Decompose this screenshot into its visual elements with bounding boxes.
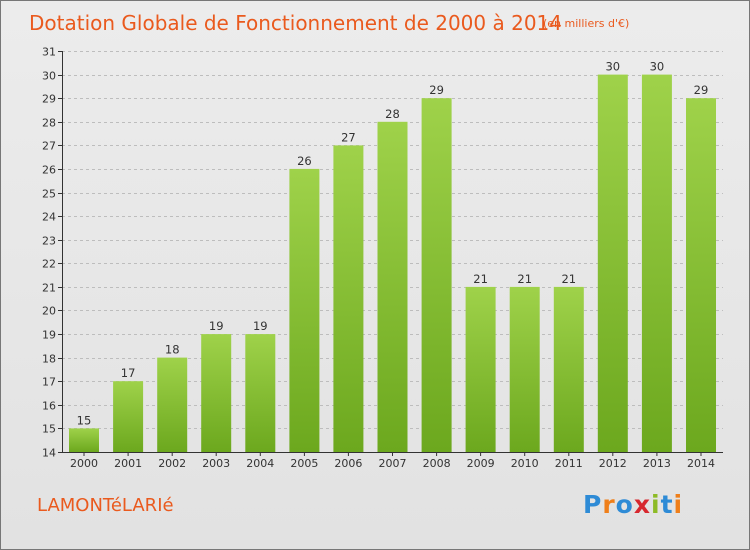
x-tick-label: 2011: [555, 457, 583, 470]
x-tick-label: 2003: [202, 457, 230, 470]
y-tick-label: 28: [42, 117, 56, 130]
bar-value-label: 30: [605, 60, 620, 74]
y-tick-label: 24: [42, 211, 56, 224]
bar-2005: [289, 168, 320, 452]
bar-2014: [686, 98, 716, 452]
y-tick-label: 27: [42, 140, 56, 153]
y-tick-label: 26: [42, 164, 56, 177]
y-tick-label: 15: [42, 423, 56, 436]
x-tick-label: 2010: [511, 457, 539, 470]
y-tick-label: 22: [42, 258, 56, 271]
y-tick-label: 19: [42, 329, 56, 342]
logo-letter: r: [602, 490, 616, 519]
y-tick-label: 21: [42, 282, 56, 295]
bar-value-label: 21: [517, 272, 532, 286]
proxiti-logo: Proxiti: [583, 490, 683, 519]
logo-letter: i: [673, 490, 684, 519]
bar-value-label: 15: [77, 413, 92, 427]
y-tick-label: 20: [42, 305, 56, 318]
y-tick-label: 17: [42, 376, 56, 389]
axes: 14 15 16 17 18 19 20 21 22 23 24 25 26 27 28 29 30 31 2000…: [42, 46, 723, 470]
bar-2001: [113, 381, 144, 452]
bar-value-label: 18: [165, 343, 180, 357]
bar-2004: [245, 334, 276, 452]
logo-letter: i: [651, 490, 661, 519]
bar-2007: [377, 121, 408, 453]
place-name: LAMONTéLARIé: [37, 495, 174, 516]
bar-2008: [421, 98, 452, 452]
bar-value-label: 26: [297, 154, 312, 168]
x-tick-label: 2009: [467, 457, 495, 470]
y-tick-label: 16: [42, 400, 56, 413]
x-tick-label: 2007: [379, 457, 407, 470]
bar-2009: [465, 286, 496, 452]
logo-letter: t: [660, 490, 674, 519]
x-tick-label: 2005: [290, 457, 318, 470]
y-tick-label: 30: [42, 70, 56, 83]
bar-value-label: 21: [473, 272, 488, 286]
y-tick-label: 14: [42, 447, 56, 460]
bar-value-label: 30: [650, 60, 665, 74]
bar-value-label: 17: [121, 366, 136, 380]
x-tick-label: 2008: [423, 457, 451, 470]
bar-2003: [201, 334, 232, 452]
bar-value-label: 28: [385, 107, 400, 121]
logo-letter: P: [583, 490, 603, 519]
logo-letter: x: [633, 490, 651, 519]
bar-2006: [333, 145, 364, 452]
bar-value-label: 21: [561, 272, 576, 286]
bar-2013: [641, 74, 672, 452]
x-tick-label: 2014: [687, 457, 715, 470]
bar-value-label: 29: [429, 83, 444, 97]
x-tick-label: 2001: [114, 457, 142, 470]
bar-series: 15 17 18 19 19 26 27 28 29 21 21 21 30 30 29: [69, 60, 716, 453]
bar-value-label: 19: [253, 319, 268, 333]
y-tick-label: 29: [42, 93, 56, 106]
x-tick-label: 2004: [246, 457, 274, 470]
bar-2010: [509, 286, 540, 452]
y-tick-label: 25: [42, 188, 56, 201]
x-tick-label: 2000: [70, 457, 98, 470]
y-tick-label: 18: [42, 353, 56, 366]
bar-value-label: 29: [694, 83, 709, 97]
x-tick-label: 2006: [334, 457, 362, 470]
chart-unit-note: (en milliers d'€): [543, 17, 630, 30]
y-tick-label: 23: [42, 235, 56, 248]
bar-2000: [69, 428, 99, 452]
x-tick-label: 2012: [599, 457, 627, 470]
bar-2012: [597, 74, 628, 452]
bar-2011: [553, 286, 584, 452]
x-tick-label: 2002: [158, 457, 186, 470]
bar-2002: [157, 357, 188, 452]
logo-letter: o: [615, 490, 634, 519]
y-tick-label: 31: [42, 46, 56, 59]
chart-title: Dotation Globale de Fonctionnement de 20…: [29, 11, 562, 35]
bar-value-label: 19: [209, 319, 224, 333]
x-tick-label: 2013: [643, 457, 671, 470]
bar-value-label: 27: [341, 130, 356, 144]
